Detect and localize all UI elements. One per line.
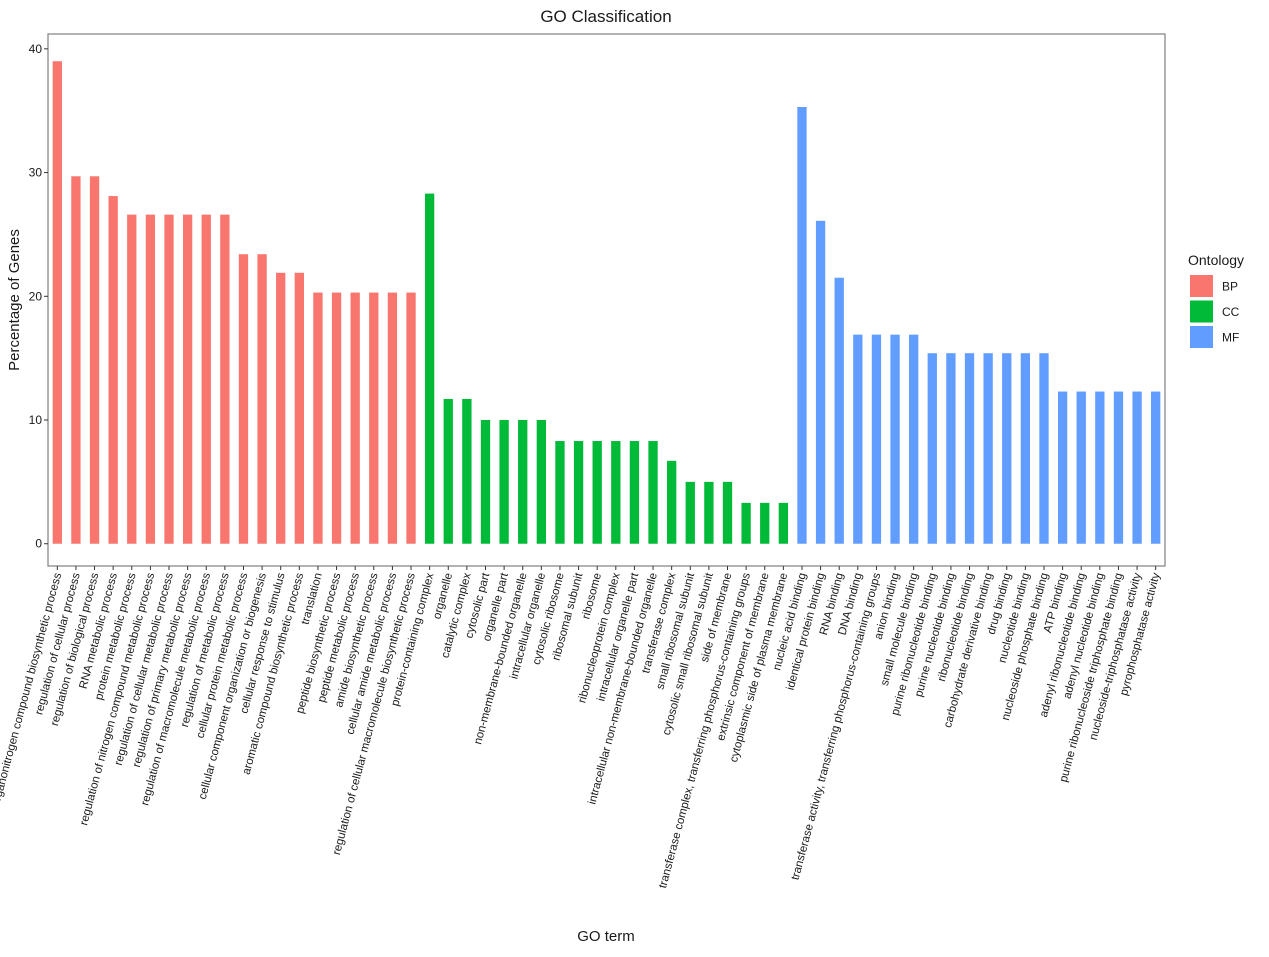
bar-mf [815, 220, 826, 544]
y-tick-label: 10 [29, 413, 43, 427]
bar-mf [1002, 353, 1012, 544]
x-axis: organonitrogen compound biosynthetic pro… [0, 566, 1163, 890]
bar-mf [1113, 391, 1124, 544]
bar-cc [722, 481, 733, 544]
legend-key-cc [1190, 300, 1213, 323]
bar-cc [629, 441, 640, 544]
y-tick-label: 20 [29, 289, 43, 303]
bar-cc [573, 441, 584, 544]
bar-cc [518, 420, 528, 544]
bar-bp [182, 214, 193, 544]
bar-cc [611, 441, 621, 544]
bar-cc [760, 502, 770, 544]
bar-bp [108, 196, 118, 544]
legend-key-mf [1190, 326, 1213, 348]
bar-mf [946, 353, 956, 544]
legend-label-mf: MF [1222, 331, 1239, 345]
bar-mf [871, 334, 882, 544]
bar-mf [983, 353, 993, 544]
bar-cc [480, 420, 491, 544]
legend-label-cc: CC [1222, 305, 1240, 319]
bar-cc [555, 441, 565, 544]
bar-mf [853, 334, 863, 544]
bar-bp [220, 214, 230, 544]
bar-cc [499, 420, 509, 544]
y-axis: 0 10 20 30 40 [29, 42, 48, 551]
bar-bp [276, 272, 286, 544]
bar-cc [778, 502, 789, 544]
bar-mf [834, 277, 844, 544]
bar-bp [350, 292, 360, 544]
plot-panel [47, 33, 1166, 567]
bar-cc [536, 420, 546, 544]
y-axis-label: Percentage of Genes [6, 229, 23, 371]
bar-cc [741, 502, 751, 544]
bar-mf [964, 353, 975, 544]
bar-mf [797, 106, 807, 544]
y-tick-label: 40 [29, 42, 43, 56]
bar-bp [369, 292, 379, 544]
legend-title: Ontology [1188, 252, 1244, 268]
bar-cc [592, 441, 602, 544]
bar-mf [1095, 391, 1105, 544]
bar-bp [71, 176, 81, 544]
bar-cc [443, 398, 453, 544]
bar-cc [648, 441, 658, 544]
chart-title: GO Classification [540, 7, 671, 26]
bar-mf [1132, 391, 1142, 544]
bar-mf [1057, 391, 1068, 544]
bar-mf [890, 334, 900, 544]
legend-label-bp: BP [1222, 280, 1238, 294]
bar-bp [164, 214, 174, 544]
bar-mf [1151, 391, 1161, 544]
bar-cc [685, 481, 695, 544]
bar-mf [927, 353, 937, 544]
bar-bp [406, 292, 416, 544]
legend-key-bp [1190, 275, 1213, 297]
x-tick-label: organonitrogen compound biosynthetic pro… [0, 571, 64, 808]
bar-cc [462, 398, 472, 544]
bar-bp [127, 214, 137, 544]
y-tick-label: 30 [29, 166, 43, 180]
bar-bp [145, 214, 156, 544]
bar-bp [52, 61, 62, 544]
x-axis-label: GO term [577, 928, 635, 945]
y-tick-label: 0 [35, 537, 42, 551]
bar-bp [257, 254, 267, 544]
bar-mf [1076, 391, 1086, 544]
bar-bp [331, 292, 342, 544]
bar-cc [424, 193, 435, 544]
bar-bp [238, 254, 249, 544]
legend: Ontology BP CC MF [1188, 252, 1244, 348]
bar-bp [294, 272, 304, 544]
bar-bp [387, 292, 398, 544]
bar-cc [667, 460, 677, 544]
bar-bp [89, 176, 100, 544]
bar-bp [313, 292, 323, 544]
bar-mf [1039, 353, 1049, 544]
bar-bp [201, 214, 211, 544]
bars-group [52, 61, 1161, 544]
bar-cc [704, 481, 714, 544]
bar-mf [909, 334, 919, 544]
bar-mf [1020, 353, 1031, 544]
